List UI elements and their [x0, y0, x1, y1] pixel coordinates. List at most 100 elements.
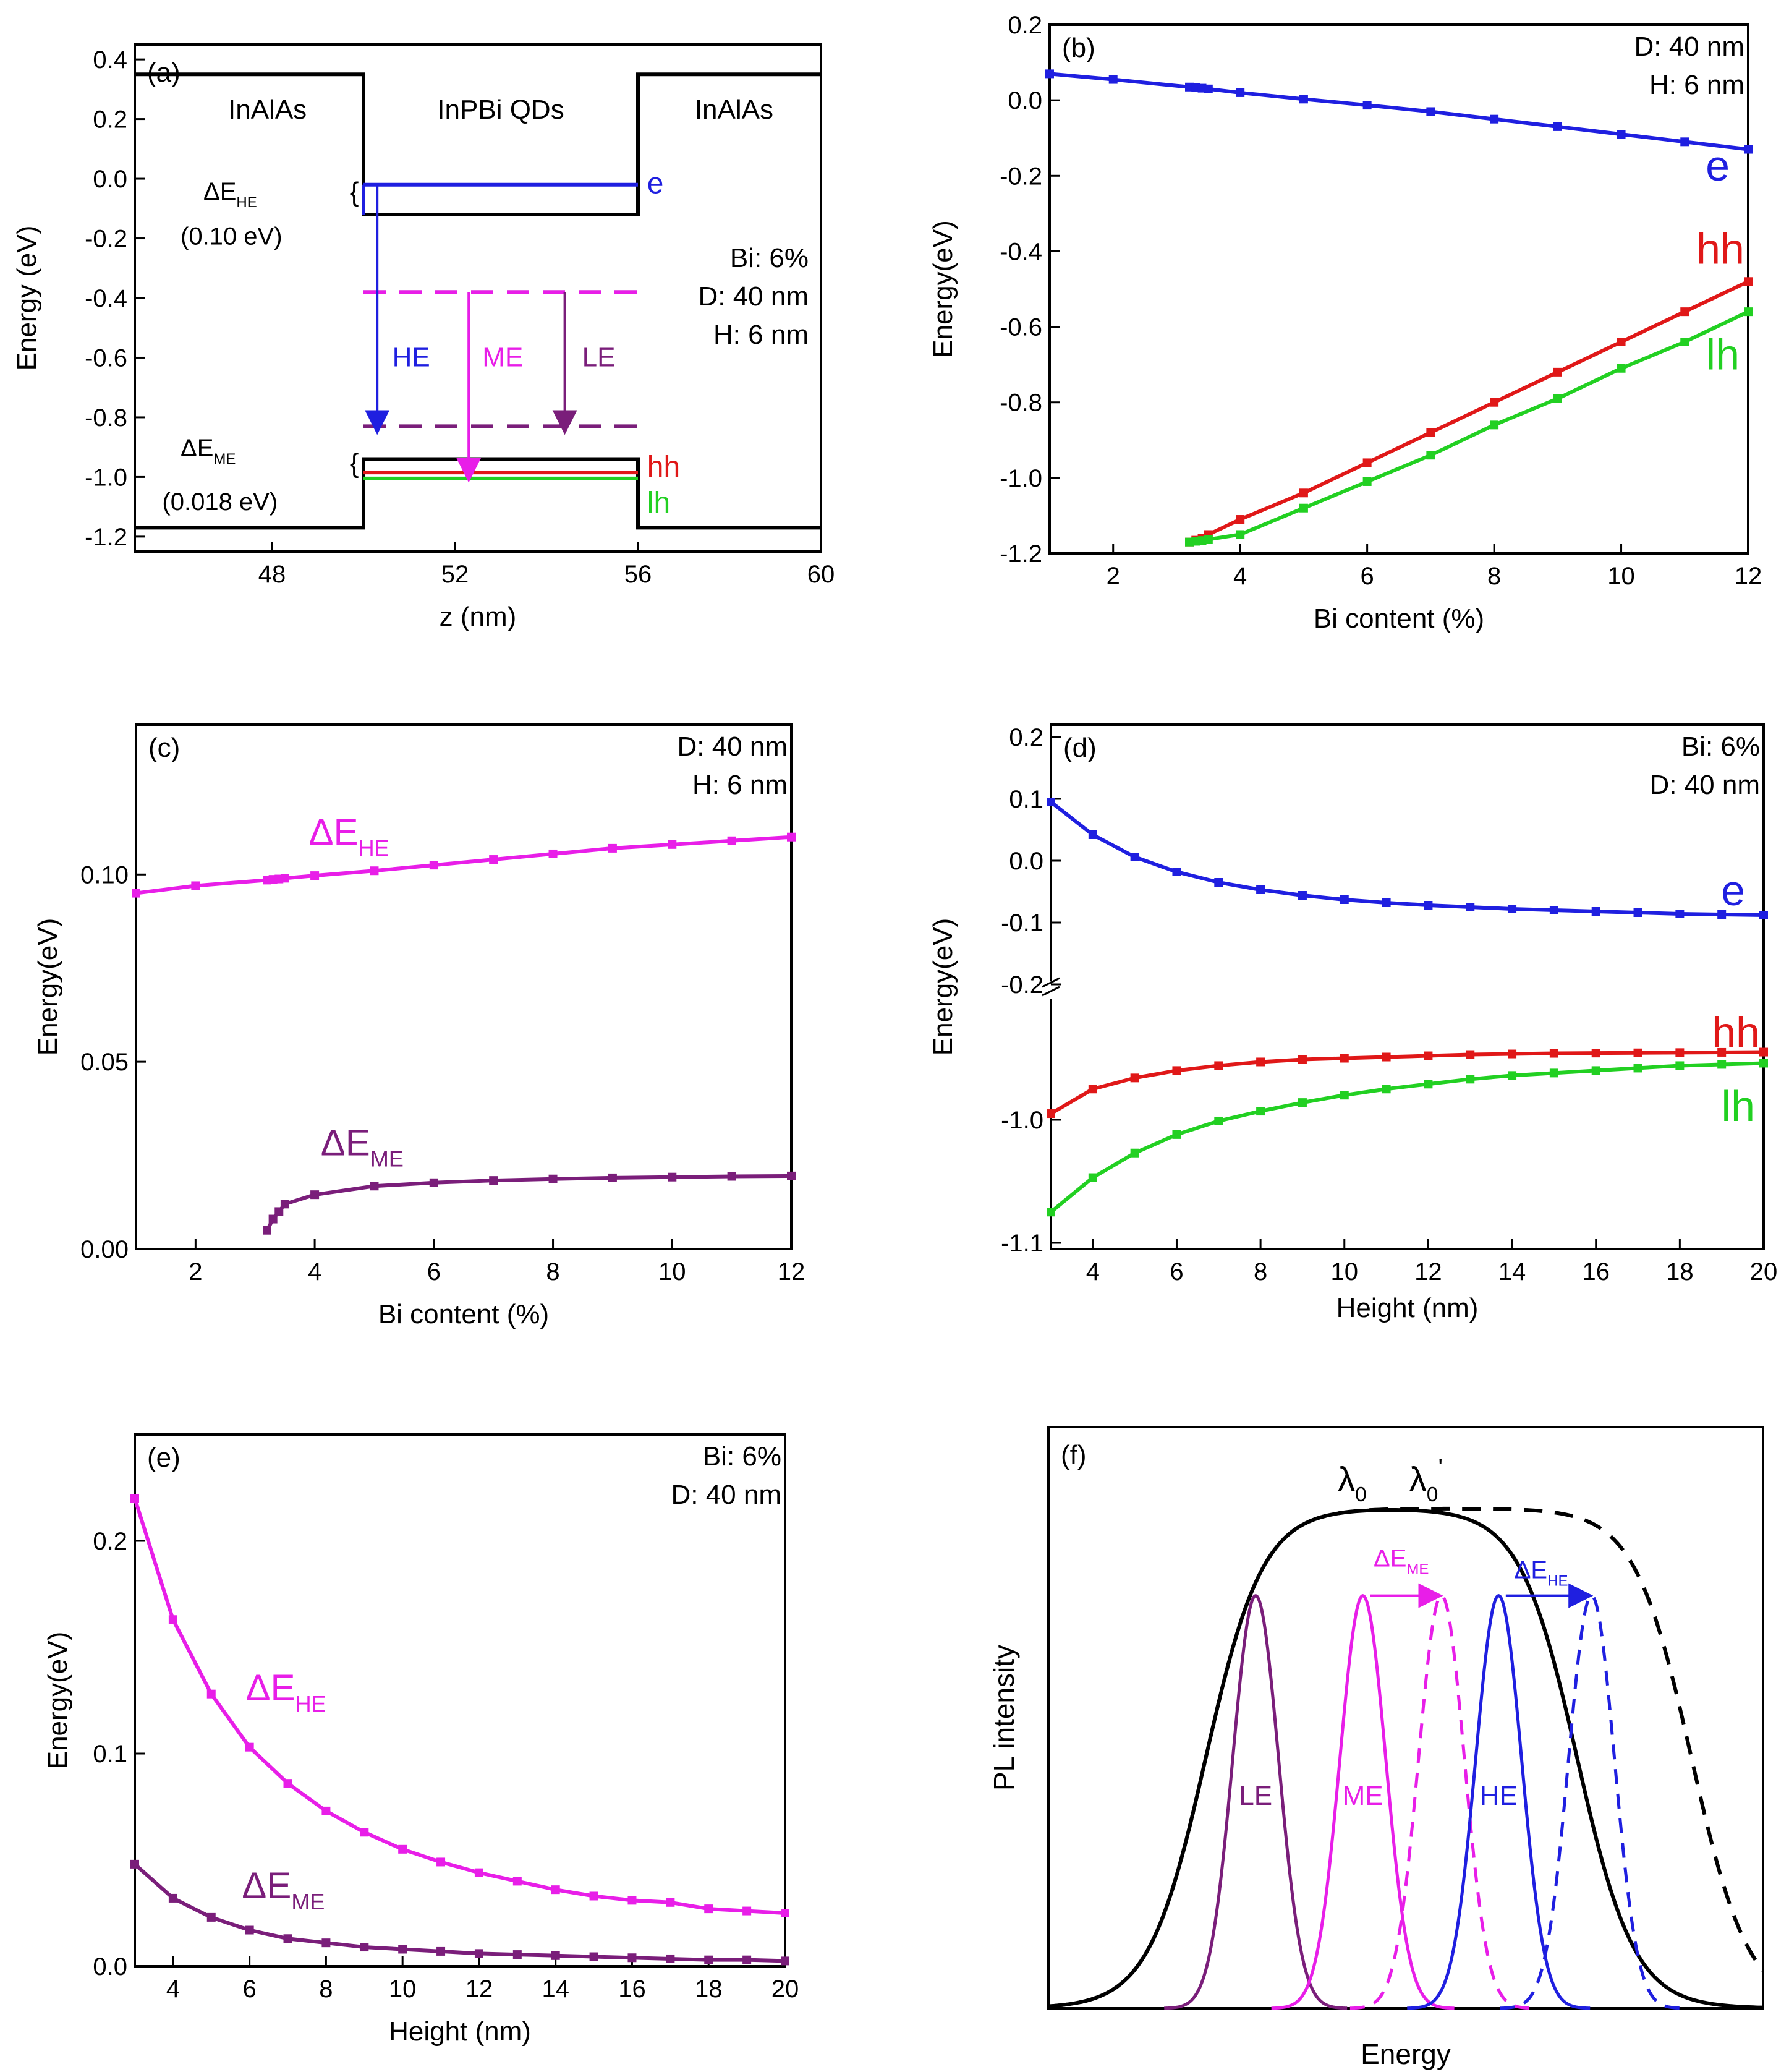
- series-e-marker: [1236, 88, 1245, 97]
- panel-label: (d): [1063, 733, 1097, 763]
- annotation-delta-me-value: (0.018 eV): [162, 488, 278, 516]
- series-label-hh: hh: [647, 451, 680, 484]
- series-label-delta-me: ΔEME: [242, 1865, 325, 1914]
- series-ME-marker: [742, 1955, 752, 1964]
- series-lh-marker: [1236, 530, 1245, 539]
- series-ME-marker: [168, 1893, 177, 1903]
- series-HE-marker: [474, 1868, 483, 1877]
- panel-label: (f): [1061, 1440, 1087, 1470]
- series-HE-marker: [360, 1828, 369, 1837]
- y-tick-label: -0.2: [85, 226, 127, 253]
- peak-ME: [1271, 1593, 1455, 2010]
- x-tick-label: 20: [771, 1976, 799, 2003]
- valence-band-profile: [135, 457, 821, 530]
- series-lh-marker: [1675, 1061, 1685, 1070]
- info-text: D: 40 nm: [698, 281, 809, 312]
- series-HE-marker: [627, 1896, 637, 1905]
- panel-e: 4 6 8 10 12 14 16 18 20 0.2 0.1 0.0 (e) Height (nm) En…: [43, 1433, 799, 2047]
- series-ME-marker: [512, 1950, 522, 1959]
- panel-f: (f) Energy PL intensity LE ME HE ΔEME ΔEHE λ0 λ0': [988, 1426, 1765, 2070]
- series-e-marker: [1466, 903, 1475, 911]
- x-tick-label: 2: [189, 1258, 202, 1285]
- series-lh-marker: [1298, 1098, 1307, 1107]
- x-tick-label: 10: [1331, 1258, 1359, 1285]
- series-ME-marker: [704, 1955, 713, 1964]
- series-e-line: [1050, 800, 1764, 917]
- panel-label: (b): [1062, 33, 1095, 63]
- x-tick-label: 2: [1107, 563, 1120, 590]
- series-e-marker: [1362, 101, 1372, 110]
- panel-a: 48 52 56 60 0.4 0.2 0.0 -0.2 -0.4 -0.6 -0.8 -1.0 -1.…: [12, 43, 835, 632]
- y-axis-label: Energy(eV): [33, 918, 63, 1056]
- transition-label-ME: ME: [482, 342, 523, 372]
- y-tick-label: 0.05: [80, 1049, 129, 1076]
- x-tick-label: 8: [1254, 1258, 1267, 1285]
- y-tick-label: 0.0: [1009, 848, 1043, 875]
- y-tick-label: 0.2: [93, 1528, 127, 1555]
- series-hh-marker: [1382, 1052, 1391, 1062]
- series-ME-marker: [398, 1945, 407, 1954]
- y-axis-label: Energy (eV): [12, 226, 42, 371]
- y-tick-label: 0.0: [93, 166, 127, 193]
- x-tick-label: 18: [1666, 1258, 1694, 1285]
- plot-frame: [1048, 23, 1749, 555]
- panel-label: (c): [148, 733, 180, 763]
- series-lh-marker: [1759, 1059, 1768, 1068]
- series-HE-marker: [206, 1689, 216, 1699]
- series-lh-marker: [1466, 1075, 1475, 1084]
- series-e-marker: [1214, 878, 1223, 887]
- y-tick-label: -1.2: [1000, 540, 1042, 568]
- series-HE-line: [133, 1498, 786, 1915]
- y-tick-label: -0.4: [1000, 238, 1042, 265]
- series-ME-marker: [666, 1954, 675, 1963]
- series-lh-marker: [1508, 1071, 1517, 1080]
- series-HE-marker: [130, 1494, 139, 1503]
- x-tick-label: 4: [1086, 1258, 1100, 1285]
- series-e-marker: [1759, 911, 1768, 919]
- series-HE-marker: [512, 1877, 522, 1886]
- x-tick-label: 12: [778, 1258, 805, 1285]
- series-hh-marker: [1508, 1049, 1517, 1059]
- x-tick-label: 20: [1750, 1258, 1778, 1285]
- x-tick-label: 16: [1582, 1258, 1610, 1285]
- series-label-hh: hh: [1696, 224, 1744, 273]
- series-ME-marker: [263, 1226, 271, 1235]
- y-tick-label: 0.2: [93, 106, 127, 134]
- series-e-marker: [1382, 898, 1391, 907]
- series-ME-marker: [781, 1956, 789, 1966]
- series-hh-marker: [1424, 1051, 1433, 1060]
- series-label-delta-he: ΔEHE: [308, 811, 389, 861]
- peak-ME_shift: [1349, 1593, 1533, 2010]
- series-lh-marker: [1299, 503, 1308, 513]
- info-text: Bi: 6%: [1681, 731, 1760, 762]
- series-HE-marker: [704, 1904, 713, 1914]
- x-tick-label: 18: [695, 1976, 723, 2003]
- plot-frame: [1050, 723, 1765, 1250]
- series-ME-marker: [245, 1925, 254, 1935]
- region-label: InPBi QDs: [437, 95, 564, 125]
- series-label-e: e: [1721, 866, 1745, 914]
- x-tick-label: 10: [1607, 563, 1635, 590]
- envelope-label-lambda0-prime: λ0': [1409, 1454, 1443, 1506]
- series-label-lh: lh: [1722, 1082, 1755, 1130]
- series-lh-marker: [1744, 307, 1753, 317]
- series-e-marker: [1744, 145, 1753, 154]
- series-HE-marker: [168, 1615, 177, 1624]
- panel-label: (e): [147, 1443, 181, 1473]
- series-e-marker: [1675, 910, 1685, 918]
- series-lh-marker: [1204, 535, 1213, 544]
- series-hh-marker: [1744, 277, 1753, 286]
- series-HE-marker: [191, 881, 200, 890]
- series-hh-marker: [1298, 1055, 1307, 1064]
- series-e-marker: [1045, 69, 1054, 79]
- y-tick-label: 0.2: [1008, 12, 1042, 39]
- y-tick-label: -1.0: [85, 464, 127, 491]
- peak-LE: [1164, 1593, 1348, 2010]
- y-tick-label: 0.10: [80, 861, 129, 889]
- series-lh-marker: [1382, 1085, 1391, 1094]
- y-tick-label: 0.2: [1009, 724, 1043, 751]
- info-text: H: 6 nm: [1649, 70, 1744, 100]
- transition-label-LE: LE: [582, 342, 616, 372]
- series-e-marker: [1299, 95, 1308, 104]
- y-axis-label: Energy(eV): [928, 918, 958, 1056]
